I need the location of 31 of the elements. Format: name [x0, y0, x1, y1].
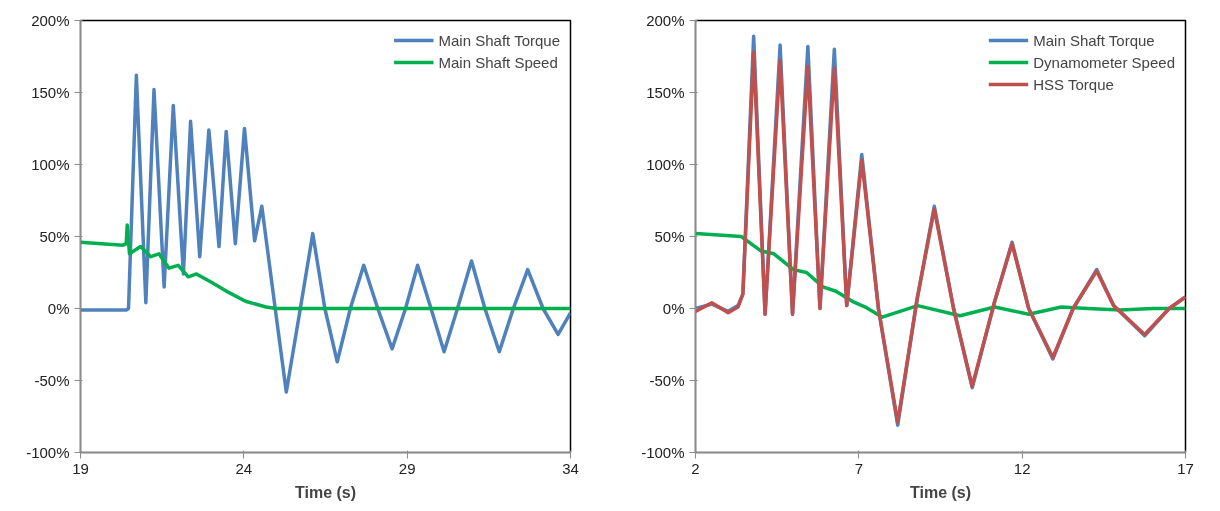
x-tick-label: 12: [1013, 459, 1031, 477]
x-axis-title: Time (s): [294, 483, 357, 501]
y-tick-label: -50%: [649, 372, 685, 389]
y-tick-label: 200%: [31, 12, 70, 29]
legend-label: HSS Torque: [1033, 75, 1114, 93]
legend-label: Dynamometer Speed: [1033, 53, 1175, 71]
y-tick-label: -50%: [34, 372, 70, 389]
x-tick-label: 19: [72, 459, 89, 477]
x-tick-label: 2: [691, 459, 700, 477]
y-tick-label: 150%: [646, 84, 685, 101]
y-tick-label: -100%: [641, 444, 685, 461]
y-tick-label: 100%: [31, 156, 70, 173]
line-series: [80, 223, 571, 311]
x-tick-label: 24: [235, 459, 253, 477]
y-tick-label: 150%: [31, 84, 70, 101]
x-axis-title: Time (s): [909, 483, 972, 501]
y-tick-label: 50%: [654, 228, 685, 245]
y-tick-label: 0%: [662, 300, 685, 317]
y-tick-label: 0%: [47, 300, 70, 317]
line-series: [80, 73, 571, 394]
legend-label: Main Shaft Speed: [438, 53, 558, 71]
x-tick-label: 29: [398, 459, 416, 477]
y-tick-label: 200%: [646, 12, 685, 29]
y-tick-label: 100%: [646, 156, 685, 173]
y-tick-label: 50%: [39, 228, 70, 245]
y-tick-label: -100%: [26, 444, 70, 461]
x-tick-label: 17: [1177, 459, 1194, 477]
x-tick-label: 34: [562, 459, 579, 477]
legend-label: Main Shaft Torque: [438, 31, 560, 49]
legend-label: Main Shaft Torque: [1033, 31, 1155, 49]
x-tick-label: 7: [854, 459, 864, 477]
